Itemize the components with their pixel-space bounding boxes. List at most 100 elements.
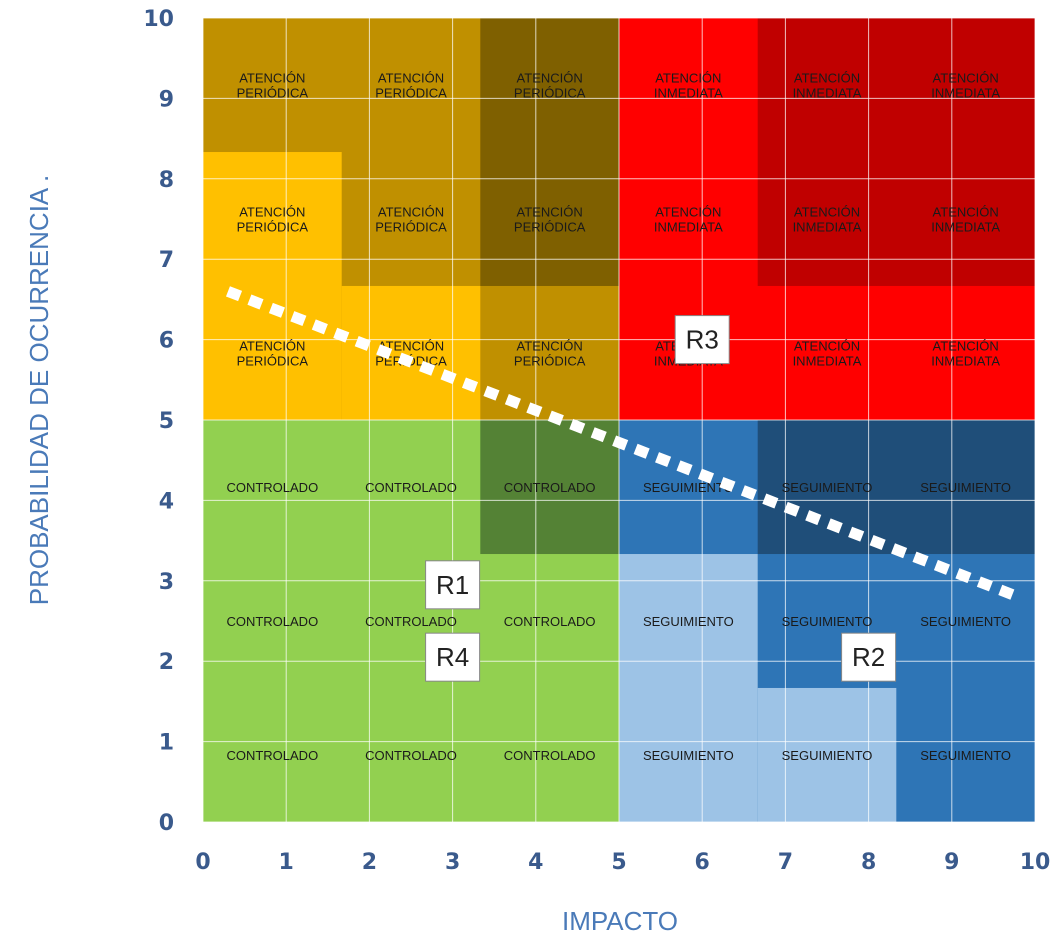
cell-label-c0-r3-l0: ATENCIÓN <box>239 339 305 354</box>
cell-label-c4-r1-l0: SEGUIMIENTO <box>782 614 873 629</box>
zone-dark_blue-9 <box>757 420 1035 555</box>
zone-light_blue-10 <box>619 554 758 822</box>
cell-label-c2-r5-l1: PERIÓDICA <box>514 86 586 101</box>
cell-label-c3-r2-l0: SEGUIMIENTO <box>643 480 734 495</box>
cell-label-c5-r3-l1: INMEDIATA <box>931 354 1000 369</box>
cell-label-c5-r5-l1: INMEDIATA <box>931 86 1000 101</box>
cell-label-c2-r0-l0: CONTROLADO <box>504 748 596 763</box>
y-tick-4: 4 <box>159 489 174 514</box>
cell-label-c1-r5-l0: ATENCIÓN <box>378 71 444 86</box>
region-text-r4: R4 <box>436 642 469 672</box>
y-tick-8: 8 <box>159 168 174 193</box>
zone-dark_green-7 <box>480 420 619 555</box>
cell-label-c2-r4-l0: ATENCIÓN <box>517 205 583 220</box>
x-tick-5: 5 <box>611 850 626 875</box>
x-tick-10: 10 <box>1020 850 1051 875</box>
cell-label-c0-r5-l1: PERIÓDICA <box>237 86 309 101</box>
x-axis-ticks: 0 1 2 3 4 5 6 7 8 9 10 <box>195 850 1050 875</box>
cell-label-c4-r5-l0: ATENCIÓN <box>794 71 860 86</box>
cell-label-c2-r4-l1: PERIÓDICA <box>514 220 586 235</box>
cell-label-c4-r4-l1: INMEDIATA <box>793 220 862 235</box>
cell-label-c0-r0-l0: CONTROLADO <box>226 748 318 763</box>
region-box-r2 <box>841 632 897 682</box>
region-box-r3 <box>674 315 730 365</box>
cell-label-c2-r5-l0: ATENCIÓN <box>517 71 583 86</box>
y-tick-0: 0 <box>159 811 174 836</box>
cell-label-c4-r0-l0: SEGUIMIENTO <box>782 748 873 763</box>
y-tick-9: 9 <box>159 87 174 112</box>
x-tick-6: 6 <box>695 850 710 875</box>
cell-label-c1-r3-l0: ATENCIÓN <box>378 339 444 354</box>
cell-label-c1-r4-l1: PERIÓDICA <box>375 220 447 235</box>
y-tick-10: 10 <box>143 7 174 32</box>
cell-label-c4-r4-l0: ATENCIÓN <box>794 205 860 220</box>
zone-light_blue-11 <box>757 687 897 822</box>
y-tick-6: 6 <box>159 329 174 354</box>
x-tick-2: 2 <box>362 850 377 875</box>
cell-label-c3-r4-l1: INMEDIATA <box>654 220 723 235</box>
cell-label-c0-r1-l0: CONTROLADO <box>226 614 318 629</box>
cell-label-c1-r4-l0: ATENCIÓN <box>378 205 444 220</box>
trend-line <box>225 286 1021 603</box>
region-box-r1 <box>425 560 481 610</box>
cell-label-c1-r5-l1: PERIÓDICA <box>375 86 447 101</box>
region-text-r1: R1 <box>436 570 469 600</box>
cell-label-c2-r2-l0: CONTROLADO <box>504 480 596 495</box>
risk-zones <box>203 18 1035 822</box>
region-label-r1: R1 <box>425 560 481 610</box>
region-text-r2: R2 <box>852 642 885 672</box>
zone-light_yellow-2 <box>341 285 481 420</box>
cell-label-c1-r1-l0: CONTROLADO <box>365 614 457 629</box>
cell-label-c5-r1-l0: SEGUIMIENTO <box>920 614 1011 629</box>
y-axis-title: PROBABILIDAD DE OCURRENCIA . <box>24 175 54 606</box>
cell-label-c3-r4-l0: ATENCIÓN <box>655 205 721 220</box>
cell-label-c2-r3-l1: PERIÓDICA <box>514 354 586 369</box>
region-label-r3: R3 <box>674 315 730 365</box>
region-text-r3: R3 <box>686 325 719 355</box>
x-tick-1: 1 <box>279 850 294 875</box>
y-tick-7: 7 <box>159 248 174 273</box>
cell-label-c2-r3-l0: ATENCIÓN <box>517 339 583 354</box>
cell-labels: CONTROLADO CONTROLADO CONTROLADO SEGUIMIENT… <box>226 71 1011 764</box>
zone-dark_gold-3 <box>480 18 619 286</box>
cell-label-c0-r5-l0: ATENCIÓN <box>239 71 305 86</box>
cell-label-c1-r0-l0: CONTROLADO <box>365 748 457 763</box>
cell-label-c0-r4-l1: PERIÓDICA <box>237 220 309 235</box>
region-labels: R1 R4 R3 R2 <box>425 315 897 682</box>
y-axis-ticks: 0 1 2 3 4 5 6 7 8 9 10 <box>143 7 174 836</box>
cell-label-c4-r3-l0: ATENCIÓN <box>794 339 860 354</box>
cell-label-c3-r5-l1: INMEDIATA <box>654 86 723 101</box>
cell-label-c0-r3-l1: PERIÓDICA <box>237 354 309 369</box>
cell-label-c0-r2-l0: CONTROLADO <box>226 480 318 495</box>
trend-line-layer <box>225 286 1021 603</box>
region-label-r4: R4 <box>425 632 481 682</box>
cell-label-c4-r5-l1: INMEDIATA <box>793 86 862 101</box>
cell-label-c5-r4-l1: INMEDIATA <box>931 220 1000 235</box>
zone-dark_red-5 <box>757 18 1035 286</box>
x-tick-7: 7 <box>778 850 793 875</box>
region-box-r4 <box>425 632 481 682</box>
x-axis-title: IMPACTO <box>562 906 678 936</box>
cell-label-c5-r0-l0: SEGUIMIENTO <box>920 748 1011 763</box>
x-tick-8: 8 <box>861 850 876 875</box>
cell-label-c0-r4-l0: ATENCIÓN <box>239 205 305 220</box>
cell-label-c3-r1-l0: SEGUIMIENTO <box>643 614 734 629</box>
chart-grid <box>202 17 1036 823</box>
x-tick-9: 9 <box>944 850 959 875</box>
y-tick-5: 5 <box>159 409 174 434</box>
cell-label-c5-r5-l0: ATENCIÓN <box>933 71 999 86</box>
cell-label-c3-r5-l0: ATENCIÓN <box>655 71 721 86</box>
y-tick-2: 2 <box>159 650 174 675</box>
cell-label-c4-r2-l0: SEGUIMIENTO <box>782 480 873 495</box>
cell-label-c2-r1-l0: CONTROLADO <box>504 614 596 629</box>
cell-label-c1-r2-l0: CONTROLADO <box>365 480 457 495</box>
x-tick-3: 3 <box>445 850 460 875</box>
cell-label-c5-r3-l0: ATENCIÓN <box>933 339 999 354</box>
x-tick-0: 0 <box>195 850 210 875</box>
cell-label-c5-r2-l0: SEGUIMIENTO <box>920 480 1011 495</box>
region-label-r2: R2 <box>841 632 897 682</box>
cell-label-c4-r3-l1: INMEDIATA <box>793 354 862 369</box>
zone-light_yellow-1 <box>203 152 342 420</box>
cell-label-c3-r0-l0: SEGUIMIENTO <box>643 748 734 763</box>
